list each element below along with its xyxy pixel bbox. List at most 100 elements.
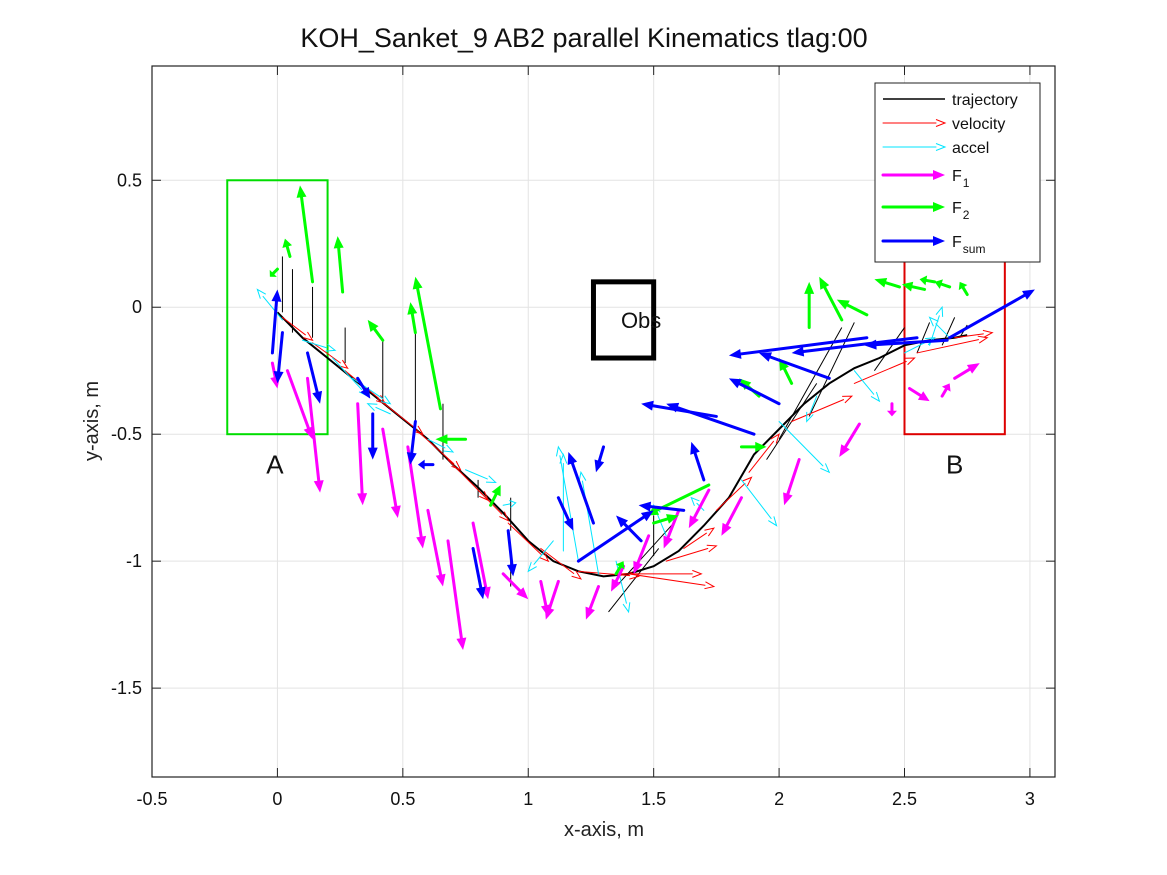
f1-arrow: [285, 369, 314, 440]
obstacle-box: [590, 279, 657, 361]
velocity-arrow: [916, 335, 989, 354]
y-tick-label: -1.5: [111, 678, 142, 698]
accel-arrow: [465, 469, 497, 483]
f1-arrow: [688, 488, 711, 529]
legend-subscript: 1: [963, 176, 970, 190]
legend-item-velocity[interactable]: velocity: [882, 116, 1005, 133]
f1-arrow: [306, 376, 324, 493]
y-tick-label: -0.5: [111, 424, 142, 444]
trajectory-segment: [615, 522, 675, 587]
f1-arrow: [501, 572, 529, 600]
accel-arrow: [502, 499, 517, 508]
velocity-arrow: [312, 342, 349, 369]
trajectory-segment: [608, 548, 660, 613]
f1-arrow: [446, 539, 467, 651]
x-axis-label: x-axis, m: [564, 819, 644, 841]
accel-arrow: [256, 288, 283, 321]
legend-box: [874, 82, 1041, 263]
x-ticks: -0.5 0 0.5 1 1.5 2 2.5 3: [136, 66, 1035, 809]
fsum-arrow: [567, 451, 595, 525]
fsum-arrow: [666, 402, 756, 436]
legend-swatch: [881, 170, 945, 180]
f1-arrow: [585, 585, 600, 620]
x-tick-label: 0.5: [390, 789, 415, 809]
velocity-arrow: [507, 522, 550, 563]
fsum-arrow: [471, 546, 486, 600]
velocity-arrow: [540, 547, 583, 580]
x-tick-label: 1.5: [641, 789, 666, 809]
fsum-arrow: [864, 338, 949, 350]
f2-arrow: [614, 561, 625, 576]
accel-arrow: [555, 445, 579, 562]
fsum-arrow: [728, 336, 869, 359]
f1-arrow: [426, 508, 446, 587]
legend-subscript: sum: [963, 242, 986, 256]
fsum-arrow: [406, 420, 417, 465]
f2-arrow: [282, 238, 293, 258]
legend-label: F: [952, 200, 962, 217]
velocity-arrow: [683, 527, 716, 549]
velocity-arrow: [748, 433, 780, 473]
f2-arrow: [407, 302, 418, 335]
f2-arrow: [412, 276, 442, 411]
f1-arrow: [663, 508, 681, 549]
fsum-arrow: [594, 445, 605, 473]
trajectory-segment: [916, 322, 931, 354]
region-a-box: [226, 179, 329, 436]
trajectory-segment: [808, 322, 855, 417]
f2-arrow: [367, 319, 385, 342]
velocity-arrow: [377, 398, 424, 436]
f1-arrow: [953, 363, 980, 380]
f1-arrow: [356, 402, 368, 506]
accel-arrow: [853, 370, 881, 403]
f1-arrow: [544, 579, 560, 620]
fsum-arrow: [690, 441, 706, 482]
f2-arrow: [269, 267, 279, 277]
f2-arrow: [836, 299, 869, 317]
legend-item-accel[interactable]: accel: [882, 140, 989, 157]
y-ticks: -1.5 -1 -0.5 0 0.5: [111, 170, 1055, 698]
fsum-arrow: [506, 529, 517, 577]
series-f2: [269, 185, 969, 576]
x-tick-label: 0: [272, 789, 282, 809]
legend-subscript: 2: [963, 208, 970, 222]
series-f1: [270, 361, 980, 651]
accel-arrow: [740, 479, 778, 527]
velocity-arrow: [954, 329, 994, 339]
velocity-arrow: [715, 476, 753, 511]
x-tick-label: 3: [1025, 789, 1035, 809]
velocity-arrow: [628, 573, 716, 590]
f1-arrow: [839, 422, 861, 458]
f2-arrow: [435, 434, 468, 445]
x-tick-label: 1: [523, 789, 533, 809]
f1-arrow: [783, 458, 801, 506]
fsum-arrow: [367, 412, 378, 460]
velocity-arrow: [281, 316, 314, 342]
f2-arrow: [739, 441, 767, 452]
fsum-arrow: [273, 331, 284, 384]
fsum-arrow: [556, 496, 574, 531]
velocity-arrow: [414, 428, 462, 471]
f2-arrow: [652, 514, 679, 525]
legend-label: F: [952, 234, 962, 251]
accel-arrow: [302, 339, 337, 352]
legend-label: velocity: [952, 116, 1005, 133]
f1-arrow: [633, 534, 651, 574]
y-tick-label: -1: [126, 551, 142, 571]
series-velocity: [281, 316, 994, 590]
f1-arrow: [611, 564, 626, 592]
f2-arrow: [901, 281, 927, 292]
f1-arrow: [381, 427, 401, 518]
f2-arrow: [958, 281, 969, 297]
y-tick-label: 0: [132, 297, 142, 317]
fsum-arrow: [638, 501, 686, 512]
x-tick-label: -0.5: [136, 789, 167, 809]
legend-item-trajectory[interactable]: trajectory: [883, 92, 1018, 109]
f2-arrow: [919, 275, 937, 286]
accel-arrow: [427, 438, 455, 453]
